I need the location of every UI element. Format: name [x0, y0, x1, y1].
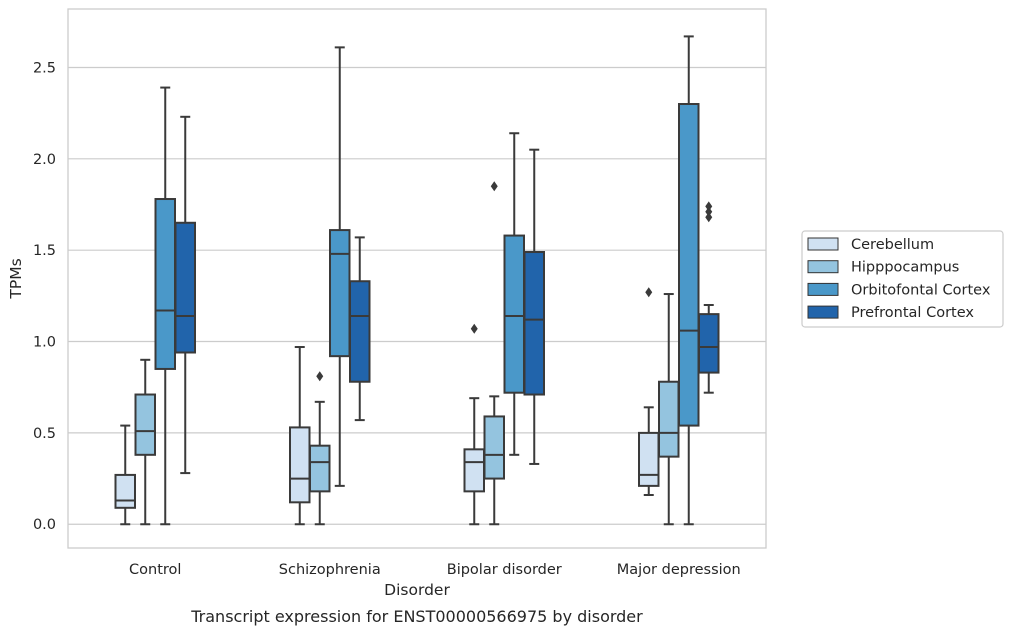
legend-swatch — [807, 282, 839, 296]
box-prefrontal-cortex — [523, 148, 545, 465]
box-hipppocampus — [309, 371, 331, 526]
box-iqr — [483, 415, 505, 480]
y-tick-label: 0.5 — [33, 426, 56, 442]
legend-label: Orbitofontal Cortex — [851, 282, 991, 298]
box-iqr — [349, 280, 371, 383]
box-orbitofontal-cortex — [503, 132, 525, 456]
x-tick-label: Bipolar disorder — [447, 562, 562, 578]
y-tick-label: 1.5 — [33, 243, 56, 259]
box-iqr — [658, 380, 680, 458]
chart-caption: Transcript expression for ENST0000056697… — [190, 607, 643, 626]
box-hipppocampus — [134, 358, 156, 526]
box-prefrontal-cortex — [698, 201, 720, 394]
y-tick-label: 2.0 — [33, 152, 56, 168]
box-orbitofontal-cortex — [154, 86, 176, 526]
y-tick-label: 0.0 — [33, 517, 56, 533]
y-tick-label: 2.5 — [33, 60, 56, 76]
outlier-point — [490, 181, 498, 192]
box-orbitofontal-cortex — [329, 46, 351, 487]
outlier-point — [705, 201, 713, 212]
plot-frame — [67, 8, 767, 549]
box-hipppocampus — [658, 293, 680, 526]
legend-frame — [801, 230, 1004, 328]
box-iqr — [134, 393, 156, 456]
box-prefrontal-cortex — [174, 115, 196, 475]
box-iqr — [289, 426, 311, 504]
box-iqr — [154, 198, 176, 370]
box-cerebellum — [463, 323, 485, 526]
x-tick-labels: Control Schizophrenia Bipolar disorder Majo… — [129, 562, 741, 578]
box-cerebellum — [638, 287, 660, 497]
box-hipppocampus — [483, 181, 505, 526]
box-orbitofontal-cortex — [678, 35, 700, 526]
outlier-point — [705, 212, 713, 223]
legend-label: Cerebellum — [851, 237, 934, 253]
box-iqr — [174, 221, 196, 354]
box-series-layer — [114, 35, 720, 526]
box-prefrontal-cortex — [349, 236, 371, 422]
box-iqr — [309, 444, 331, 493]
x-tick-label: Major depression — [617, 562, 741, 578]
box-iqr — [463, 448, 485, 493]
box-iqr — [114, 473, 136, 509]
outlier-point — [705, 206, 713, 217]
legend-swatch — [807, 237, 839, 251]
box-iqr — [523, 251, 545, 396]
x-tick-label: Control — [129, 562, 181, 578]
box-iqr — [638, 431, 660, 487]
box-iqr — [503, 234, 525, 394]
y-tick-labels: 0.0 0.5 1.0 1.5 2.0 2.5 — [33, 60, 56, 533]
legend-swatch — [807, 305, 839, 319]
outlier-point — [645, 287, 653, 298]
y-axis-label: TPMs — [7, 258, 25, 299]
legend-label: Prefrontal Cortex — [851, 305, 974, 321]
legend: Cerebellum Hipppocampus Orbitofontal Corte… — [801, 230, 1004, 328]
box-iqr — [698, 313, 720, 374]
box-cerebellum — [114, 424, 136, 526]
legend-swatch — [807, 260, 839, 274]
outlier-point — [470, 323, 478, 334]
y-tick-label: 1.0 — [33, 335, 56, 351]
box-iqr — [678, 103, 700, 427]
outlier-point — [316, 371, 324, 382]
legend-label: Hipppocampus — [851, 260, 959, 276]
box-iqr — [329, 229, 351, 358]
x-tick-label: Schizophrenia — [279, 562, 381, 578]
box-cerebellum — [289, 346, 311, 526]
x-axis-label: Disorder — [384, 581, 450, 599]
